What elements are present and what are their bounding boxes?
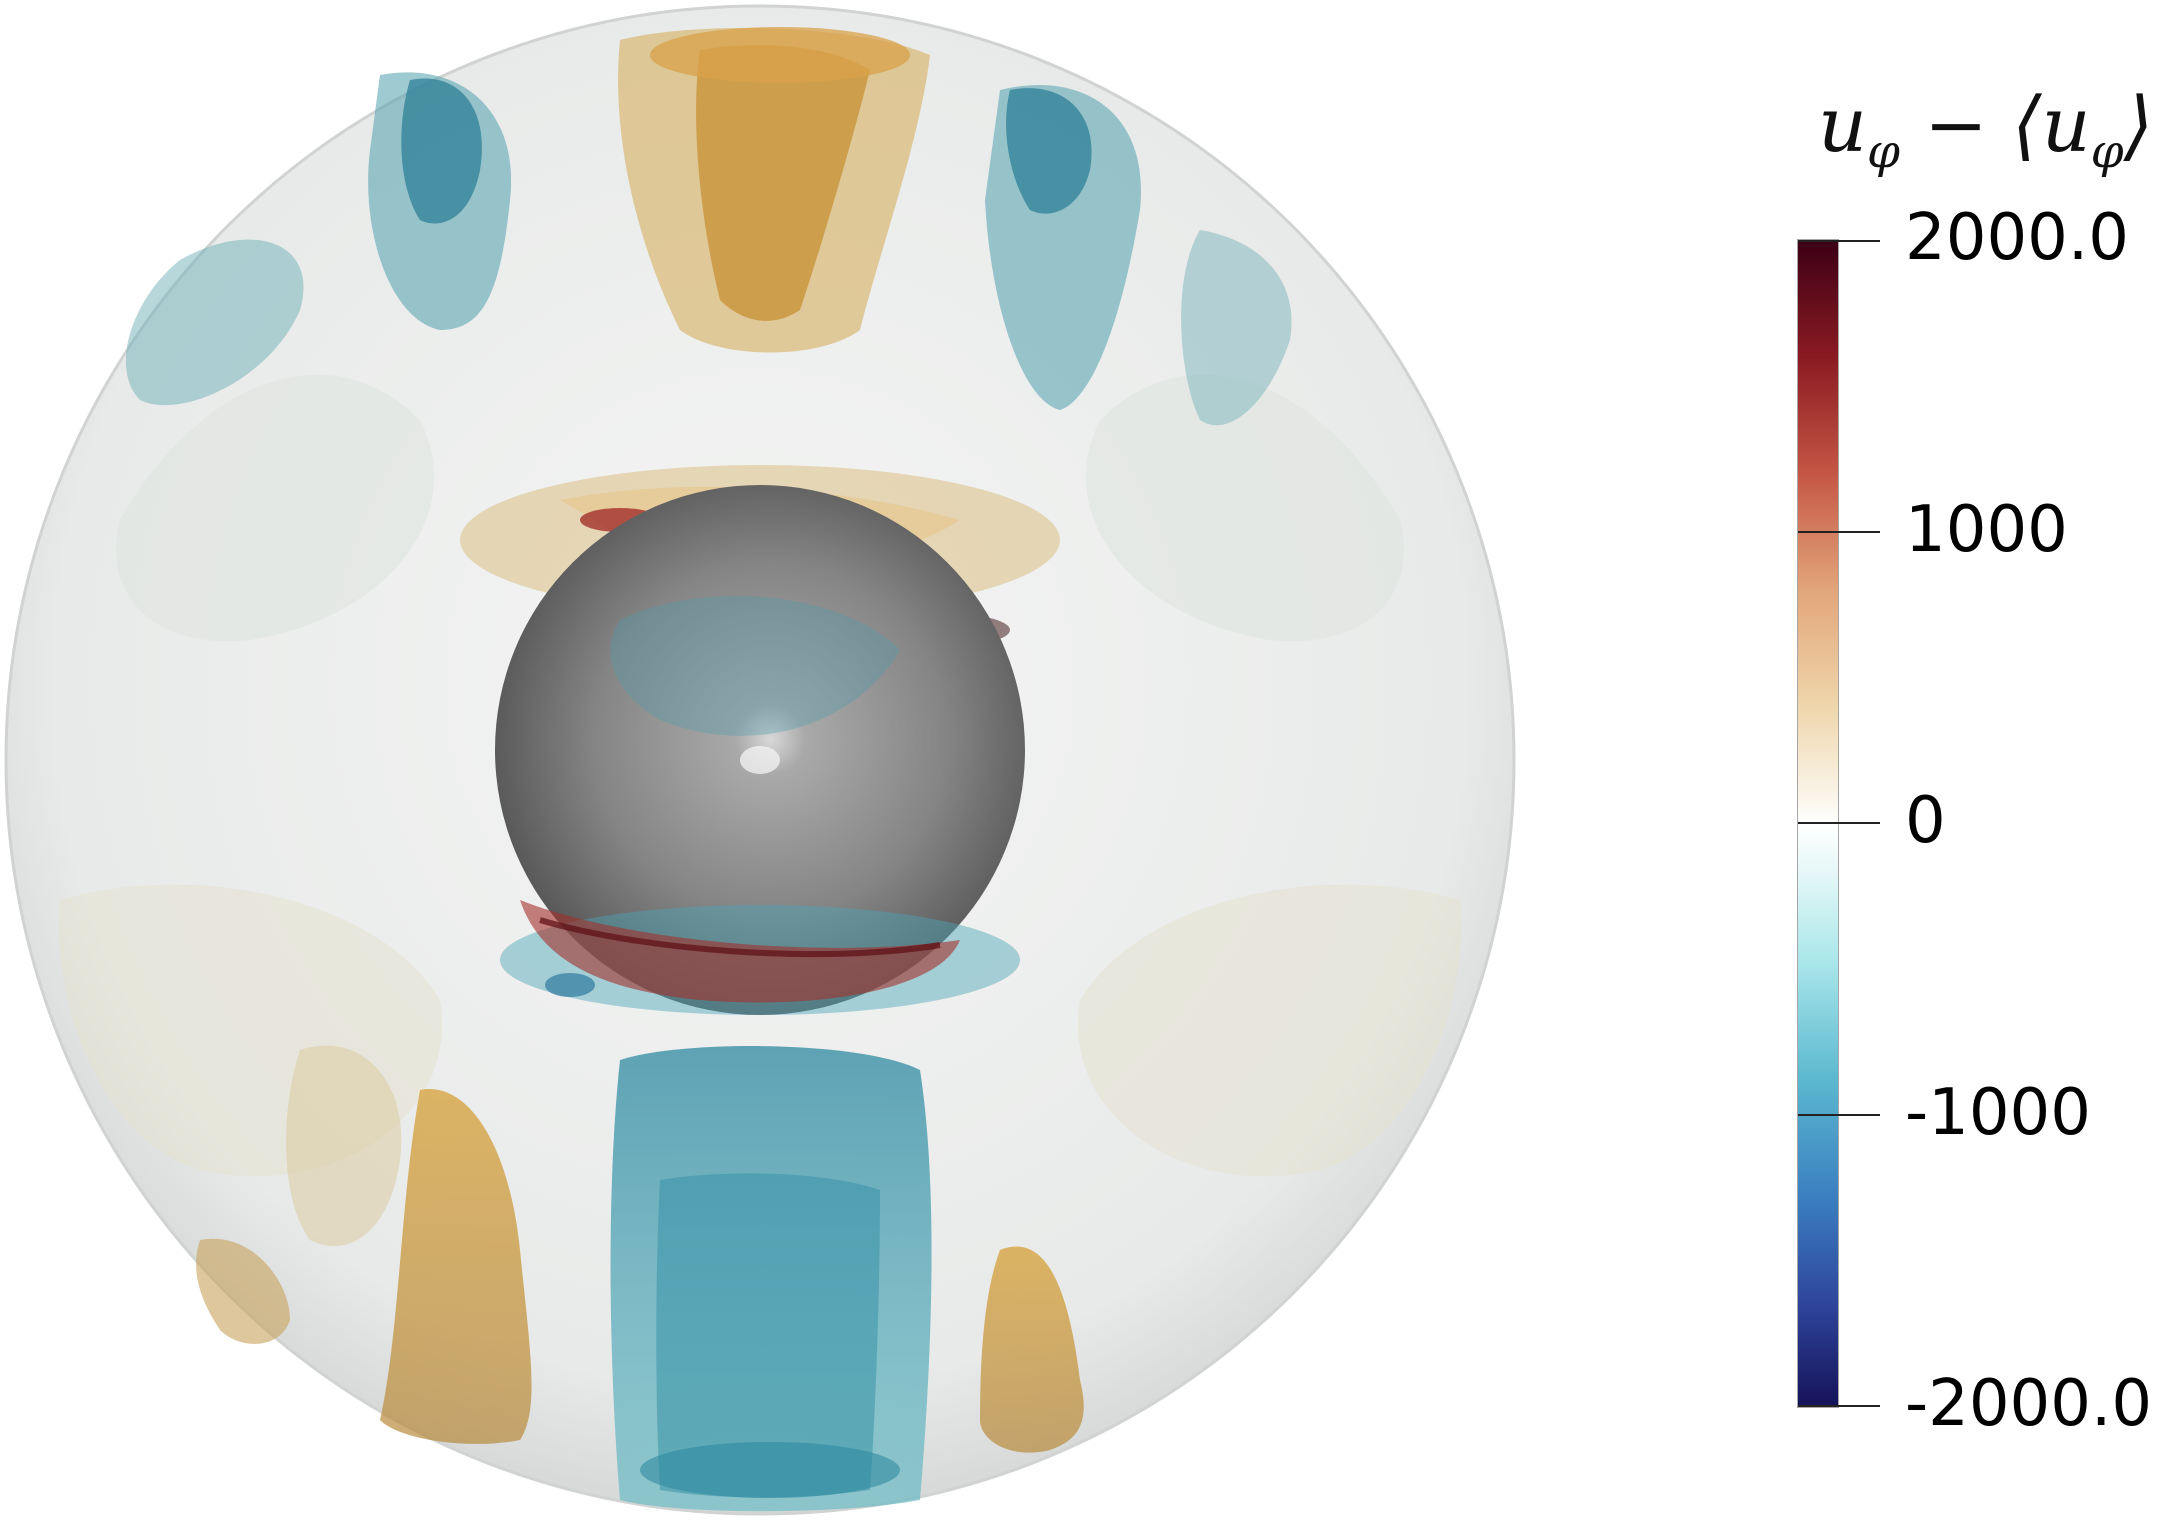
negative-plume-bottom	[610, 1046, 932, 1512]
colorbar-tick-label-min: -2000.0	[1905, 1367, 2153, 1441]
positive-plume-top	[618, 27, 930, 353]
colorbar-title: uφ − ⟨uφ⟩	[1818, 80, 2154, 180]
colorbar-tick-label-max: 2000.0	[1905, 201, 2129, 275]
colorbar-tick-label-zero: 0	[1905, 784, 1946, 858]
faint-isosurfaces	[58, 374, 1462, 1177]
equatorial-band-bottom	[500, 900, 1020, 1015]
colorbar-tick-label: 1000	[1905, 493, 2068, 567]
positive-plumes-bottom	[196, 1045, 1084, 1453]
core-overlay-teal	[610, 596, 900, 736]
colorbar-tick	[1798, 531, 1880, 533]
negative-plumes-top	[125, 72, 1292, 426]
colorbar-tick	[1798, 1114, 1880, 1116]
colorbar-tick-label: -1000	[1905, 1076, 2091, 1150]
colorbar-tick	[1798, 822, 1880, 824]
colorbar-tick	[1798, 1405, 1880, 1407]
core-specular-highlight	[740, 746, 780, 774]
3d-render-viewport	[4, 4, 1516, 1516]
colorbar-tick	[1798, 240, 1880, 242]
